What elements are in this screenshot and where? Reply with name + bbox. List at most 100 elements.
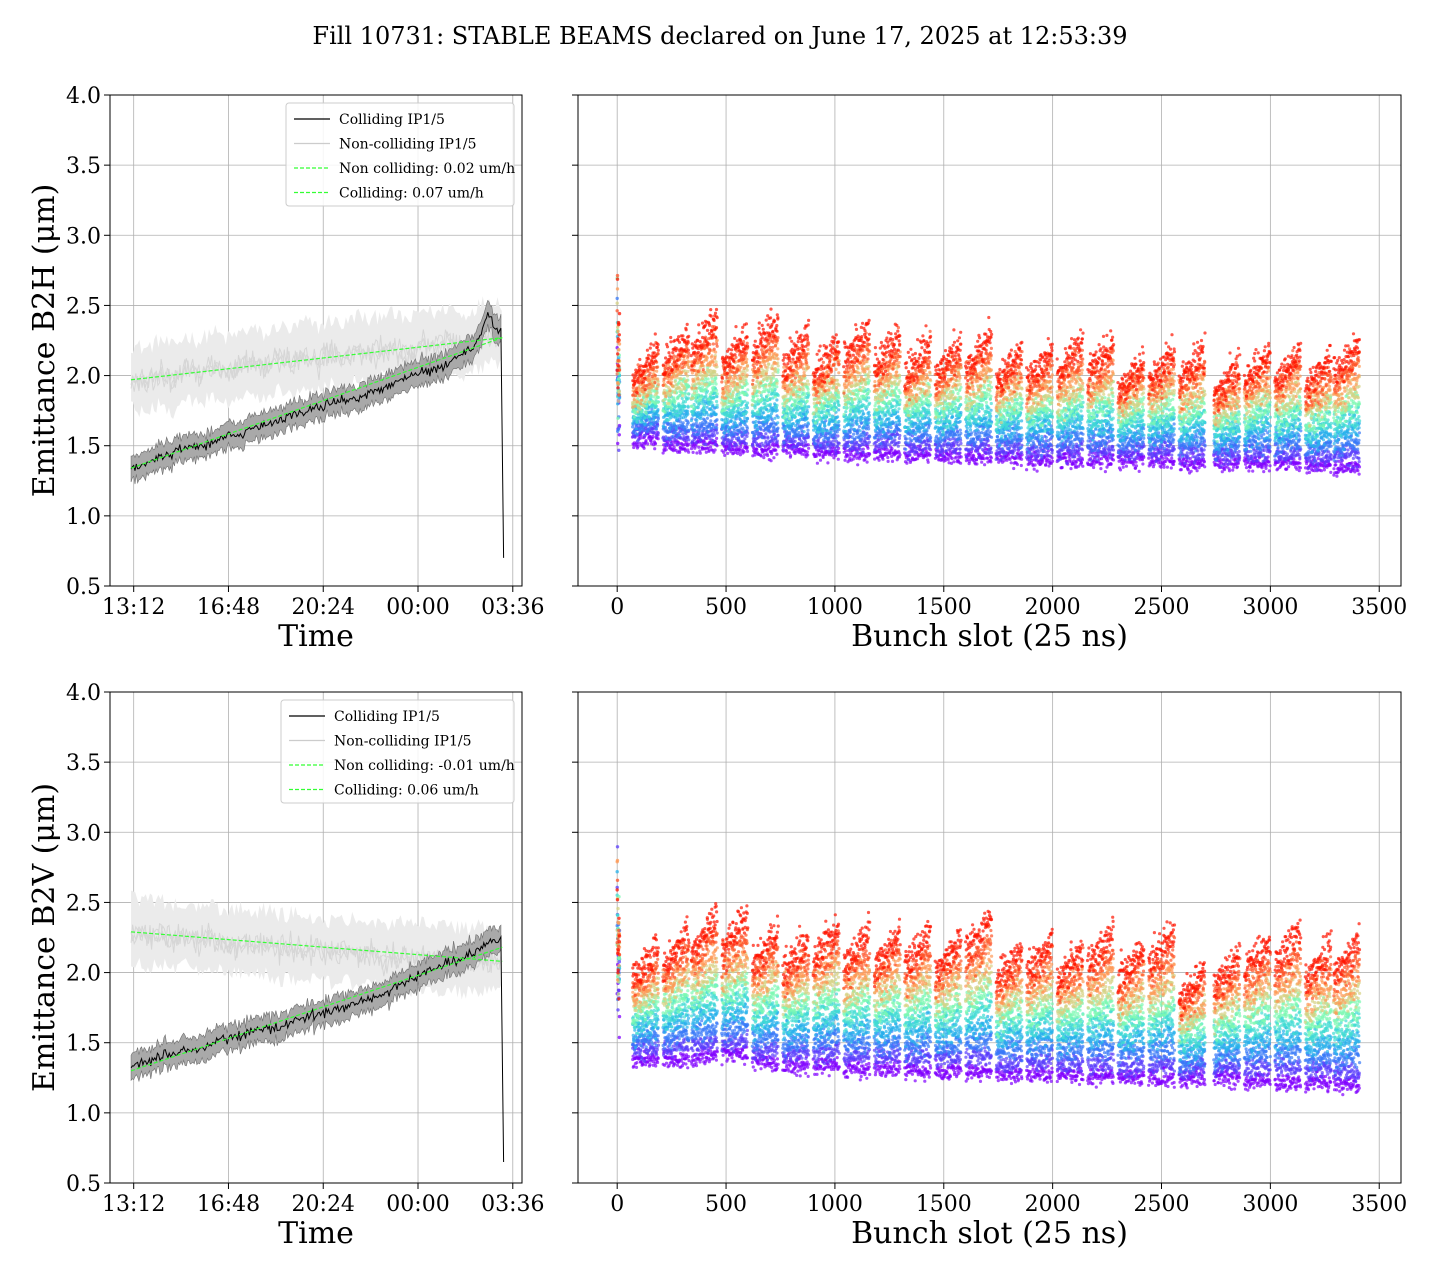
bunch-point	[858, 425, 861, 428]
bunch-point	[738, 386, 741, 389]
bunch-point	[636, 377, 639, 380]
bunch-point	[711, 404, 714, 407]
bunch-point	[692, 407, 695, 410]
bunch-point	[673, 391, 676, 394]
bunch-point	[855, 420, 858, 423]
bunch-point	[859, 361, 862, 364]
bunch-point	[700, 438, 703, 441]
bunch-point	[693, 351, 696, 354]
bunch-point	[682, 421, 685, 424]
bunch-point	[775, 324, 778, 327]
bunch-point	[782, 448, 785, 451]
bunch-point	[862, 359, 865, 362]
bunch-point	[636, 410, 639, 413]
bunch-point	[687, 385, 690, 388]
bunch-point	[823, 424, 826, 427]
bunch-point	[866, 357, 869, 360]
bunch-point	[736, 404, 739, 407]
bunch-point	[647, 357, 650, 360]
bunch-point	[733, 425, 736, 428]
y-tick-label: 0.5	[66, 575, 101, 600]
bunch-point	[757, 327, 760, 330]
bunch-point	[787, 445, 790, 448]
bunch-point	[714, 377, 717, 380]
bunch-point	[736, 383, 739, 386]
y-tick-label: 1.5	[66, 435, 101, 460]
bunch-point	[687, 405, 690, 408]
bunch-point	[745, 358, 748, 361]
bunch-point	[861, 386, 864, 389]
bunch-point	[758, 321, 761, 324]
bunch-point	[751, 443, 754, 446]
bunch-point	[818, 418, 821, 421]
bunch-point	[685, 379, 688, 382]
bunch-point	[868, 319, 871, 322]
bunch-point	[687, 352, 690, 355]
bunch-point	[853, 398, 856, 401]
bunch-point	[711, 334, 714, 337]
bunch-point	[828, 354, 831, 357]
bunch-point	[805, 412, 808, 415]
bunch-point	[708, 437, 711, 440]
bunch-point	[684, 350, 687, 353]
bunch-point	[642, 380, 645, 383]
bunch-point	[741, 331, 744, 334]
bunch-point	[655, 354, 658, 357]
bunch-point	[806, 379, 809, 382]
bunch-point	[868, 441, 871, 444]
bunch-point	[746, 450, 749, 453]
bunch-point	[679, 354, 682, 357]
bunch-point	[807, 342, 810, 345]
bunch-point	[776, 316, 779, 319]
bunch-point	[821, 393, 824, 396]
bunch-point	[856, 359, 859, 362]
bunch-point	[754, 340, 757, 343]
bunch-point	[814, 394, 817, 397]
bunch-point	[867, 427, 870, 430]
bunch-point	[788, 451, 791, 454]
bunch-point	[822, 367, 825, 370]
bunch-point	[653, 410, 656, 413]
bunch-point	[680, 388, 683, 391]
bunch-point	[723, 454, 726, 457]
bunch-point	[704, 323, 707, 326]
bunch-point	[650, 422, 653, 425]
bunch-point	[706, 373, 709, 376]
bunch-point	[786, 362, 789, 365]
bunch-point	[817, 367, 820, 370]
bunch-point	[774, 344, 777, 347]
bunch-point	[651, 375, 654, 378]
bunch-point	[868, 379, 871, 382]
bunch-point	[868, 390, 871, 393]
bunch-point	[707, 413, 710, 416]
bunch-point	[724, 442, 727, 445]
bunch-point	[672, 413, 675, 416]
bunch-point	[863, 397, 866, 400]
bunch-point	[807, 366, 810, 369]
bunch-point	[802, 397, 805, 400]
bunch-point	[728, 362, 731, 365]
bunch-point	[864, 383, 867, 386]
bunch-point	[746, 369, 749, 372]
bunch-point	[734, 433, 737, 436]
bunch-point	[794, 376, 797, 379]
bunch-point	[859, 348, 862, 351]
bunch-point	[704, 395, 707, 398]
bunch-point	[669, 442, 672, 445]
bunch-point	[711, 439, 714, 442]
bunch-point	[821, 429, 824, 432]
bunch-point	[704, 443, 707, 446]
bunch-point	[674, 380, 677, 383]
bunch-point	[831, 387, 834, 390]
bunch-point	[710, 401, 713, 404]
bunch-point	[862, 451, 865, 454]
bunch-point	[759, 375, 762, 378]
bunch-point	[755, 448, 758, 451]
bunch-point	[814, 442, 817, 445]
bunch-point	[714, 312, 717, 315]
bunch-point	[838, 442, 841, 445]
bunch-point	[726, 452, 729, 455]
bunch-point	[657, 437, 660, 440]
bunch-point	[751, 392, 754, 395]
bunch-point	[806, 453, 809, 456]
